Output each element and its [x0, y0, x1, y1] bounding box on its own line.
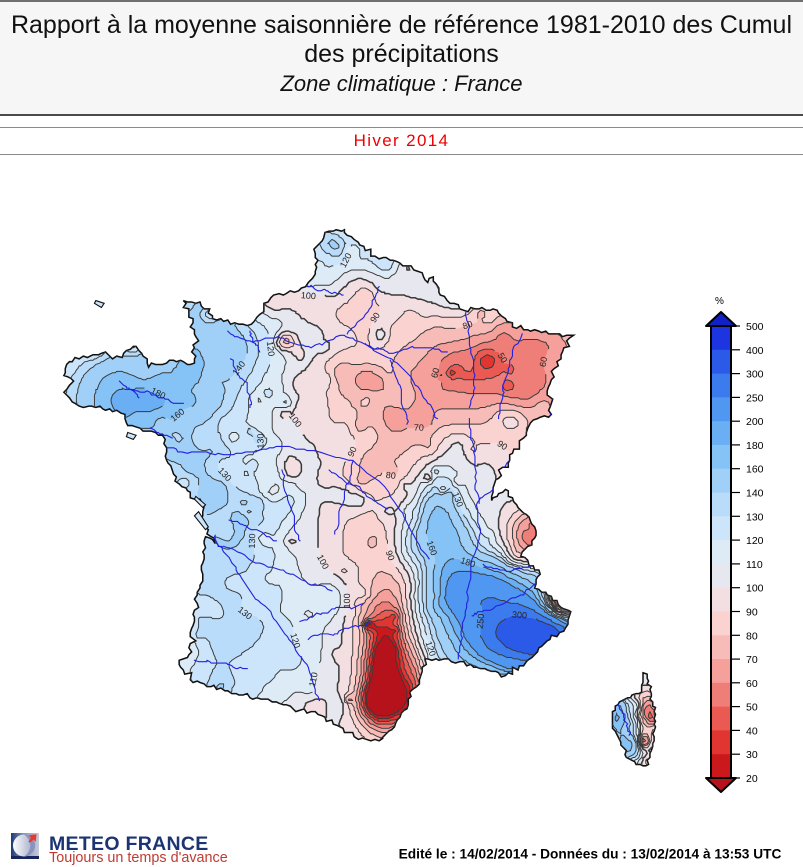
svg-text:120: 120	[265, 341, 277, 357]
svg-text:250: 250	[746, 392, 764, 404]
svg-text:20: 20	[746, 773, 758, 785]
svg-text:%: %	[715, 296, 724, 307]
svg-text:130: 130	[247, 533, 257, 548]
svg-text:80: 80	[746, 630, 758, 642]
svg-text:120: 120	[746, 535, 764, 547]
svg-text:90: 90	[384, 549, 397, 562]
svg-text:60: 60	[429, 367, 441, 379]
svg-text:500: 500	[746, 321, 764, 333]
svg-text:120: 120	[288, 632, 302, 649]
svg-text:160: 160	[425, 539, 439, 557]
svg-text:70: 70	[746, 654, 758, 666]
svg-text:300: 300	[512, 609, 528, 620]
svg-text:100: 100	[342, 593, 352, 608]
svg-text:90: 90	[346, 445, 359, 458]
svg-text:30: 30	[746, 749, 758, 761]
svg-text:400: 400	[746, 345, 764, 357]
svg-text:110: 110	[746, 559, 763, 571]
svg-text:Edité le : 14/02/2014 - Donnée: Edité le : 14/02/2014 - Données du : 13/…	[399, 847, 782, 862]
svg-text:200: 200	[746, 416, 764, 428]
svg-text:180: 180	[459, 555, 476, 569]
svg-text:40: 40	[746, 725, 758, 737]
svg-text:60: 60	[538, 356, 550, 368]
svg-text:90: 90	[746, 607, 758, 619]
svg-text:100: 100	[746, 583, 764, 595]
svg-text:130: 130	[450, 491, 465, 509]
svg-text:80: 80	[461, 319, 474, 332]
svg-text:180: 180	[746, 440, 764, 452]
svg-text:90: 90	[495, 438, 509, 452]
svg-text:120: 120	[423, 640, 437, 657]
svg-text:140: 140	[746, 488, 764, 500]
svg-text:160: 160	[746, 464, 764, 476]
svg-text:Toujours un temps d'avance: Toujours un temps d'avance	[49, 850, 228, 866]
svg-text:80: 80	[385, 470, 396, 481]
svg-text:50: 50	[496, 351, 510, 365]
svg-text:100: 100	[301, 290, 317, 301]
svg-text:90: 90	[368, 311, 382, 325]
svg-text:300: 300	[746, 369, 764, 381]
svg-text:70: 70	[414, 422, 424, 432]
svg-text:130: 130	[746, 511, 764, 523]
svg-text:110: 110	[307, 671, 320, 687]
svg-text:250: 250	[475, 613, 486, 629]
svg-text:130: 130	[255, 434, 265, 449]
svg-text:60: 60	[746, 678, 758, 690]
svg-text:METEO FRANCE: METEO FRANCE	[49, 833, 209, 855]
svg-text:50: 50	[746, 702, 758, 714]
